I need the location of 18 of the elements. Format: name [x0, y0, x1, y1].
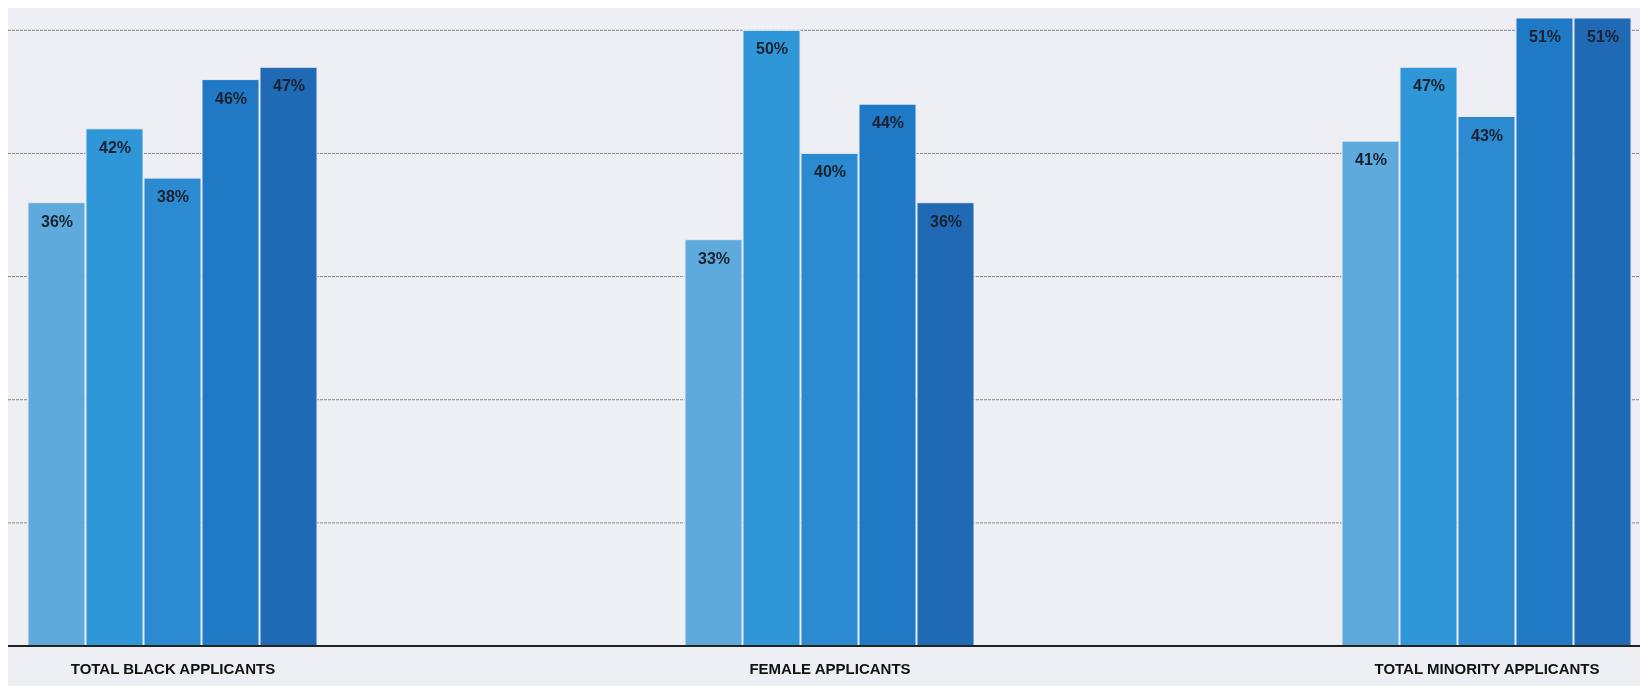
data-label: 42% — [98, 138, 132, 156]
x-tick-label: TOTAL BLACK APPLICANTS — [70, 660, 276, 677]
data-label: 50% — [755, 40, 789, 58]
data-label: 41% — [1354, 151, 1388, 169]
data-label: 36% — [929, 212, 963, 230]
data-label: 43% — [1470, 126, 1504, 144]
data-label: 38% — [156, 188, 190, 206]
data-label: 47% — [272, 77, 306, 95]
data-label: 40% — [813, 163, 847, 181]
x-tick-label: TOTAL MINORITY APPLICANTS — [1374, 660, 1600, 677]
data-label: 51% — [1586, 28, 1620, 45]
data-label: 51% — [1528, 28, 1562, 45]
data-label: 33% — [697, 249, 731, 267]
data-label: 46% — [214, 89, 248, 107]
data-label: 47% — [1412, 77, 1446, 95]
data-label: 36% — [40, 212, 74, 230]
data-label: 44% — [871, 114, 905, 132]
x-tick-label: FEMALE APPLICANTS — [749, 660, 911, 677]
